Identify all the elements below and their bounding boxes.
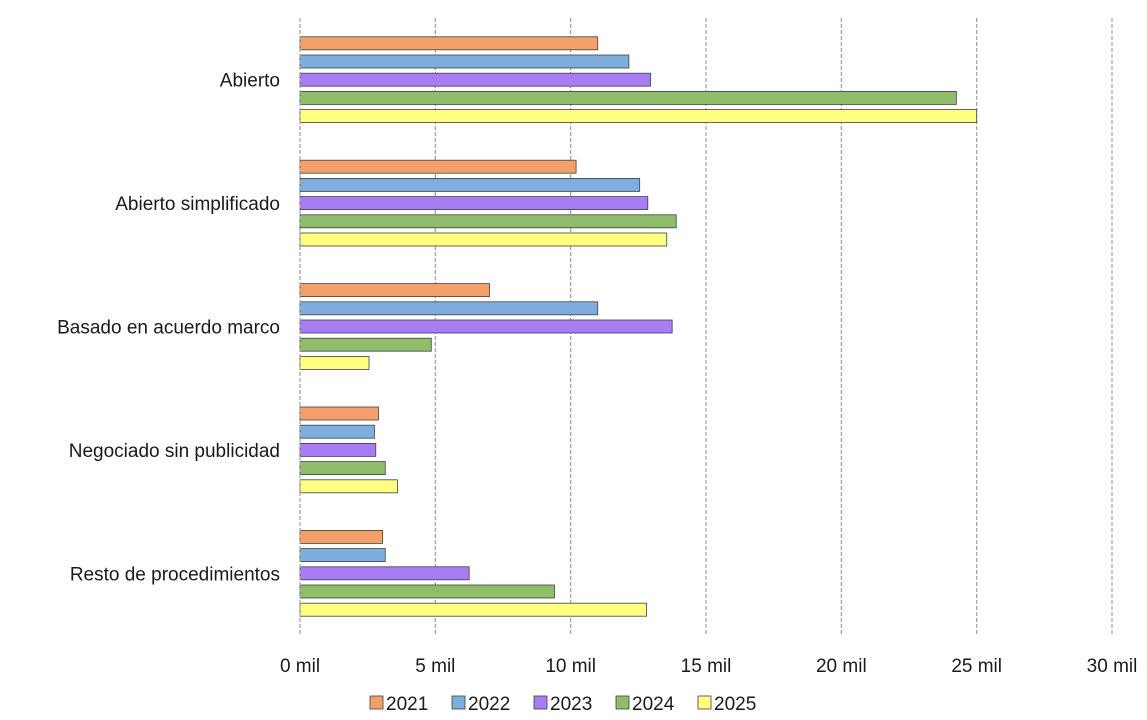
legend-swatch [615, 695, 630, 710]
legend-swatch [697, 695, 712, 710]
legend: 2021 2022 2023 2024 2025 [369, 694, 756, 715]
legend-label: 2025 [714, 694, 756, 715]
legend-swatch [451, 695, 466, 710]
bar-2022 [299, 54, 630, 69]
bar-2022 [299, 424, 375, 439]
category-label: Abierto simplificado [115, 194, 280, 215]
bar-2021 [299, 159, 577, 174]
x-tick-label: 15 mil [681, 656, 732, 677]
bar-2024 [299, 337, 432, 352]
bar-2021 [299, 530, 383, 544]
bar-2021 [299, 36, 599, 51]
bar-2023 [299, 319, 673, 334]
x-tick-label: 20 mil [816, 656, 867, 677]
legend-item-2022: 2022 [451, 694, 510, 715]
bar-2023 [299, 566, 470, 581]
legend-item-2023: 2023 [533, 694, 592, 715]
legend-label: 2023 [550, 694, 592, 715]
bar-2024 [299, 461, 386, 476]
bar-2025 [299, 602, 647, 617]
legend-label: 2022 [468, 694, 510, 715]
x-tick-label: 30 mil [1087, 656, 1138, 677]
category-label: Basado en acuerdo marco [57, 318, 280, 339]
bar-2023 [299, 72, 651, 87]
x-tick-label: 5 mil [415, 656, 455, 677]
bar-2024 [299, 91, 957, 105]
x-tick-label: 25 mil [951, 656, 1002, 677]
bar-2022 [299, 548, 386, 562]
bar-2025 [299, 355, 370, 370]
legend-swatch [533, 695, 548, 710]
bar-2024 [299, 584, 555, 599]
legend-label: 2024 [632, 694, 675, 715]
bar-2023 [299, 196, 649, 211]
legend-item-2024: 2024 [615, 694, 675, 715]
bar-2025 [299, 232, 668, 247]
x-tick-label: 0 mil [280, 656, 320, 677]
category-label: Negociado sin publicidad [69, 441, 280, 462]
legend-swatch [369, 695, 384, 710]
bars [299, 36, 978, 617]
x-tick-labels: 0 mil 5 mil 10 mil 15 mil 20 mil 25 mil 30 mil [280, 656, 1137, 677]
legend-item-2025: 2025 [697, 694, 756, 715]
category-label: Abierto [220, 71, 280, 92]
bar-2025 [299, 479, 398, 494]
category-label: Resto de procedimientos [70, 564, 280, 585]
bar-2025 [299, 109, 978, 123]
bar-2023 [299, 442, 377, 457]
bar-2021 [299, 283, 490, 298]
legend-label: 2021 [386, 694, 428, 715]
bar-2022 [299, 177, 641, 192]
legend-item-2021: 2021 [369, 694, 428, 715]
bar-2024 [299, 214, 677, 229]
bar-2021 [299, 406, 379, 421]
bar-2022 [299, 301, 599, 316]
x-tick-label: 10 mil [545, 656, 596, 677]
category-labels: Abierto Abierto simplificado Basado en acu… [57, 71, 280, 586]
